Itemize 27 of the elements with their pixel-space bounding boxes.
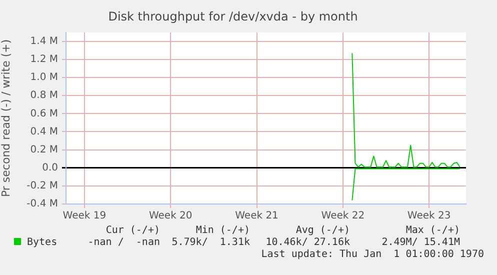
y-tick-label: 0.6 M — [30, 108, 58, 120]
chart-title: Disk throughput for /dev/xvda - by month — [108, 9, 358, 24]
y-tick-label: 0.2 M — [30, 144, 58, 156]
x-tick-label: Week 19 — [62, 210, 106, 222]
y-tick-label: 1.2 M — [30, 54, 58, 66]
legend-label: Bytes — [26, 237, 58, 249]
x-tick-label: Week 22 — [321, 210, 365, 222]
y-tick-label: 0.4 M — [30, 126, 58, 138]
y-tick-label: -0.2 M — [26, 180, 58, 192]
x-tick-label: Week 23 — [407, 210, 451, 222]
x-tick-label: Week 21 — [235, 210, 278, 222]
text: -nan / -nan — [86, 237, 160, 249]
text: 10.46k/ 27.16k — [264, 237, 350, 249]
y-axis-title: Pr second read (-) / write (+) — [0, 39, 12, 198]
y-tick-label: 0.0 — [42, 162, 58, 174]
y-tick-label: 1.4 M — [30, 36, 58, 48]
text: Max (-/+) — [404, 225, 460, 237]
text: 2.49M/ 15.41M — [380, 237, 460, 249]
text: Last update: Thu Jan 1 01:00:00 1970 — [260, 249, 485, 261]
y-tick-label: -0.4 M — [26, 198, 58, 210]
text: Avg (-/+) — [294, 225, 350, 237]
text: Min (-/+) — [194, 225, 250, 237]
x-tick-label: Week 20 — [148, 210, 192, 222]
text: 5.79k/ 1.31k — [170, 237, 250, 249]
y-tick-label: 1.0 M — [30, 72, 58, 84]
text: Cur (-/+) — [104, 225, 160, 237]
y-tick-label: 0.8 M — [30, 90, 58, 102]
